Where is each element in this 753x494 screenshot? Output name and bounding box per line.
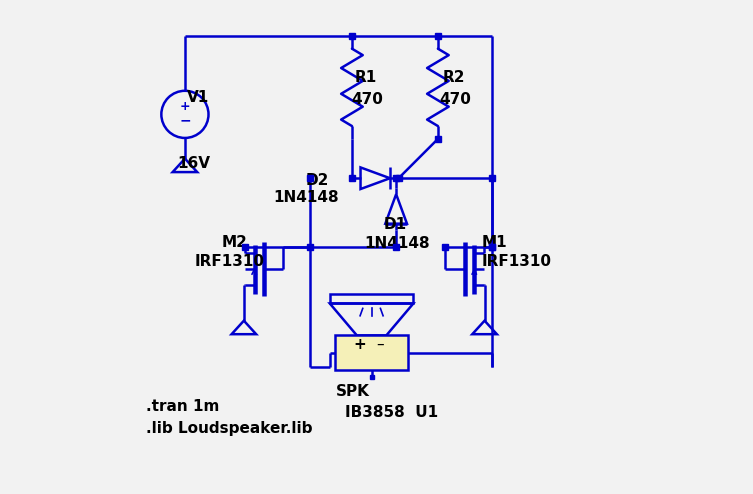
Text: IB3858  U1: IB3858 U1 xyxy=(345,405,437,420)
Text: D1: D1 xyxy=(384,217,407,232)
Text: 470: 470 xyxy=(440,92,471,107)
Polygon shape xyxy=(335,335,408,370)
Text: −: − xyxy=(179,114,191,128)
Text: 1N4148: 1N4148 xyxy=(364,236,430,250)
Text: –: – xyxy=(376,336,384,352)
Text: 470: 470 xyxy=(351,92,383,107)
Text: +: + xyxy=(353,336,366,352)
Text: SPK: SPK xyxy=(337,384,370,400)
Text: +: + xyxy=(180,100,191,113)
Text: R2: R2 xyxy=(443,70,465,85)
Text: M2: M2 xyxy=(222,235,248,249)
Text: 16V: 16V xyxy=(178,156,211,171)
Text: IRF1310: IRF1310 xyxy=(482,254,552,269)
Text: IRF1310: IRF1310 xyxy=(195,254,265,269)
Text: M1: M1 xyxy=(482,235,508,249)
Text: .lib Loudspeaker.lib: .lib Loudspeaker.lib xyxy=(145,421,312,436)
Text: 1N4148: 1N4148 xyxy=(273,190,339,206)
Text: R1: R1 xyxy=(355,70,376,85)
Text: V1: V1 xyxy=(187,90,209,105)
Text: D2: D2 xyxy=(305,173,328,188)
Text: .tran 1m: .tran 1m xyxy=(145,399,219,414)
